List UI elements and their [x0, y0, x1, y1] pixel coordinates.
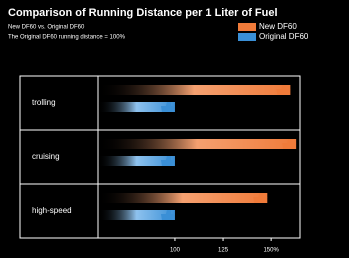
page: {"chart_data": {"type": "bar", "orientat…	[0, 0, 349, 258]
category-label: high-speed	[32, 206, 72, 215]
x-tick-label: 150%	[263, 248, 279, 254]
category-label: trolling	[32, 98, 56, 107]
subtitle: The Original DF60 running distance = 100…	[8, 35, 126, 41]
legend-swatch	[238, 23, 256, 31]
subtitle: New DF60 vs. Original DF60	[8, 25, 85, 31]
x-tick-label: 125	[218, 248, 229, 254]
category-label: cruising	[32, 152, 60, 161]
bar	[98, 139, 296, 149]
bar	[98, 193, 267, 203]
x-tick-label: 100	[170, 248, 181, 254]
legend-label: Original DF60	[259, 32, 309, 41]
legend-swatch	[238, 33, 256, 41]
legend-label: New DF60	[259, 22, 297, 31]
chart: Comparison of Running Distance per 1 Lit…	[0, 0, 349, 258]
bar	[98, 85, 290, 95]
chart-title: Comparison of Running Distance per 1 Lit…	[8, 7, 278, 19]
